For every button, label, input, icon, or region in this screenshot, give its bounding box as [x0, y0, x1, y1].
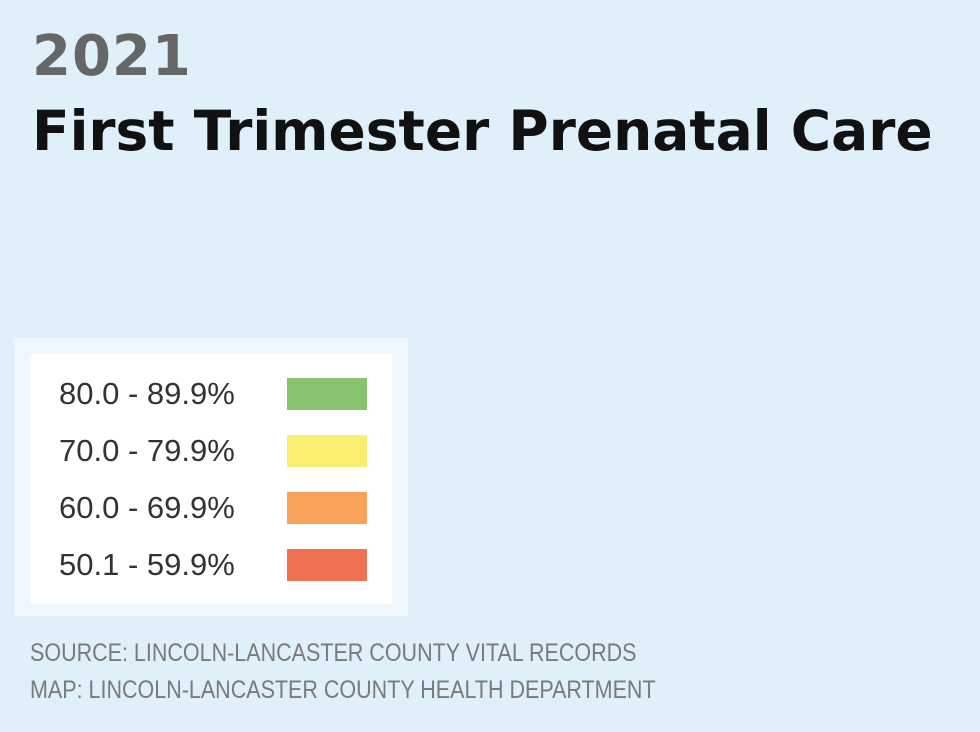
- legend-item-label: 70.0 - 79.9%: [59, 433, 235, 468]
- map-legend: 80.0 - 89.9% 70.0 - 79.9% 60.0 - 69.9% 5…: [30, 354, 392, 604]
- source-credit: SOURCE: LINCOLN-LANCASTER COUNTY VITAL R…: [30, 639, 637, 667]
- map-credit: MAP: LINCOLN-LANCASTER COUNTY HEALTH DEP…: [30, 676, 656, 704]
- legend-item: 50.1 - 59.9%: [30, 545, 392, 585]
- legend-swatch: [287, 435, 367, 467]
- legend-item: 80.0 - 89.9%: [30, 374, 392, 414]
- legend-swatch: [287, 378, 367, 410]
- legend-item-label: 80.0 - 89.9%: [59, 376, 235, 411]
- legend-item-label: 50.1 - 59.9%: [59, 547, 235, 582]
- map-title: First Trimester Prenatal Care: [32, 99, 933, 163]
- legend-swatch: [287, 492, 367, 524]
- legend-item: 70.0 - 79.9%: [30, 431, 392, 471]
- legend-swatch: [287, 549, 367, 581]
- legend-item-label: 60.0 - 69.9%: [59, 490, 235, 525]
- map-year: 2021: [32, 24, 192, 89]
- legend-item: 60.0 - 69.9%: [30, 488, 392, 528]
